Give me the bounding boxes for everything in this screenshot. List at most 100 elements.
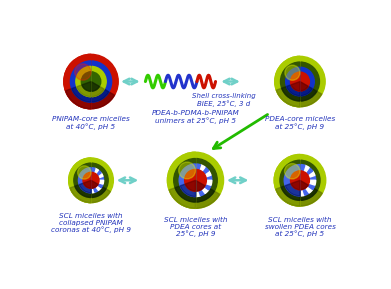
Wedge shape xyxy=(291,180,300,190)
Wedge shape xyxy=(309,175,316,180)
Wedge shape xyxy=(283,180,317,200)
Wedge shape xyxy=(287,168,294,175)
Wedge shape xyxy=(79,180,83,184)
Text: SCL micelles with
swollen PDEA cores
at 25°C, pH 5: SCL micelles with swollen PDEA cores at … xyxy=(265,217,335,238)
Text: PDEA-core micelles
at 25°C, pH 9: PDEA-core micelles at 25°C, pH 9 xyxy=(265,116,335,130)
Wedge shape xyxy=(79,168,91,193)
Wedge shape xyxy=(202,187,209,193)
Wedge shape xyxy=(199,165,205,171)
Wedge shape xyxy=(84,187,88,192)
Wedge shape xyxy=(287,81,300,96)
Text: PDEA-b-PDMA-b-PNIPAM
unimers at 25°C, pH 5: PDEA-b-PDMA-b-PNIPAM unimers at 25°C, pH… xyxy=(152,110,239,124)
Wedge shape xyxy=(275,56,300,107)
Wedge shape xyxy=(300,164,305,171)
Wedge shape xyxy=(308,171,315,177)
Wedge shape xyxy=(284,180,291,185)
Circle shape xyxy=(274,155,326,206)
Wedge shape xyxy=(76,180,106,197)
Wedge shape xyxy=(81,185,86,190)
Wedge shape xyxy=(78,81,104,97)
Wedge shape xyxy=(77,81,91,97)
Wedge shape xyxy=(171,180,220,208)
Wedge shape xyxy=(300,189,305,196)
Circle shape xyxy=(83,172,99,188)
Wedge shape xyxy=(87,168,91,173)
Wedge shape xyxy=(81,72,91,91)
Wedge shape xyxy=(91,188,95,193)
Wedge shape xyxy=(204,171,211,177)
Wedge shape xyxy=(97,183,103,188)
Wedge shape xyxy=(204,184,211,190)
Circle shape xyxy=(280,62,319,101)
Wedge shape xyxy=(185,169,196,191)
Circle shape xyxy=(167,152,224,208)
Circle shape xyxy=(275,56,325,107)
Wedge shape xyxy=(291,81,300,91)
Wedge shape xyxy=(99,180,104,184)
Wedge shape xyxy=(305,186,313,193)
Wedge shape xyxy=(284,175,291,180)
Wedge shape xyxy=(179,180,185,185)
Wedge shape xyxy=(295,189,300,196)
Wedge shape xyxy=(72,81,91,102)
Circle shape xyxy=(75,64,91,80)
Wedge shape xyxy=(73,81,109,102)
Wedge shape xyxy=(305,168,313,175)
Circle shape xyxy=(81,72,101,91)
Circle shape xyxy=(78,166,91,179)
Wedge shape xyxy=(186,180,205,191)
Wedge shape xyxy=(84,180,91,188)
Wedge shape xyxy=(74,163,91,197)
Circle shape xyxy=(64,54,118,109)
Wedge shape xyxy=(72,180,110,203)
Circle shape xyxy=(83,172,99,188)
Wedge shape xyxy=(292,180,308,190)
Wedge shape xyxy=(186,165,192,171)
Wedge shape xyxy=(309,180,316,185)
Text: SCL micelles with
PDEA cores at
25°C, pH 9: SCL micelles with PDEA cores at 25°C, pH… xyxy=(164,217,227,238)
Circle shape xyxy=(185,169,206,191)
Wedge shape xyxy=(175,180,196,202)
Wedge shape xyxy=(75,180,91,197)
Wedge shape xyxy=(83,172,91,188)
Wedge shape xyxy=(308,183,315,190)
Wedge shape xyxy=(96,185,101,190)
Circle shape xyxy=(291,72,309,91)
Wedge shape xyxy=(76,66,91,97)
Wedge shape xyxy=(280,62,300,101)
Wedge shape xyxy=(196,164,201,170)
Wedge shape xyxy=(81,170,86,175)
Wedge shape xyxy=(185,180,196,191)
Circle shape xyxy=(291,171,309,190)
Wedge shape xyxy=(278,180,322,206)
Wedge shape xyxy=(280,160,300,200)
Wedge shape xyxy=(291,72,300,91)
Wedge shape xyxy=(177,180,214,202)
Wedge shape xyxy=(79,183,84,188)
Wedge shape xyxy=(285,180,300,196)
Wedge shape xyxy=(278,81,322,107)
Wedge shape xyxy=(281,180,300,200)
Wedge shape xyxy=(292,81,308,91)
Wedge shape xyxy=(84,180,98,188)
Wedge shape xyxy=(282,81,300,101)
Wedge shape xyxy=(295,164,300,171)
Wedge shape xyxy=(82,81,91,91)
Circle shape xyxy=(185,169,206,191)
Wedge shape xyxy=(91,168,95,173)
Wedge shape xyxy=(190,164,196,170)
Wedge shape xyxy=(283,81,317,101)
Wedge shape xyxy=(284,164,300,196)
Wedge shape xyxy=(180,184,187,190)
Circle shape xyxy=(291,171,309,190)
Circle shape xyxy=(285,65,300,80)
Wedge shape xyxy=(291,171,300,190)
Circle shape xyxy=(285,164,300,179)
Wedge shape xyxy=(274,155,300,206)
Wedge shape xyxy=(291,165,297,173)
Circle shape xyxy=(70,61,112,102)
Circle shape xyxy=(74,163,108,197)
Wedge shape xyxy=(169,180,196,208)
Wedge shape xyxy=(167,152,196,208)
Wedge shape xyxy=(70,61,91,102)
